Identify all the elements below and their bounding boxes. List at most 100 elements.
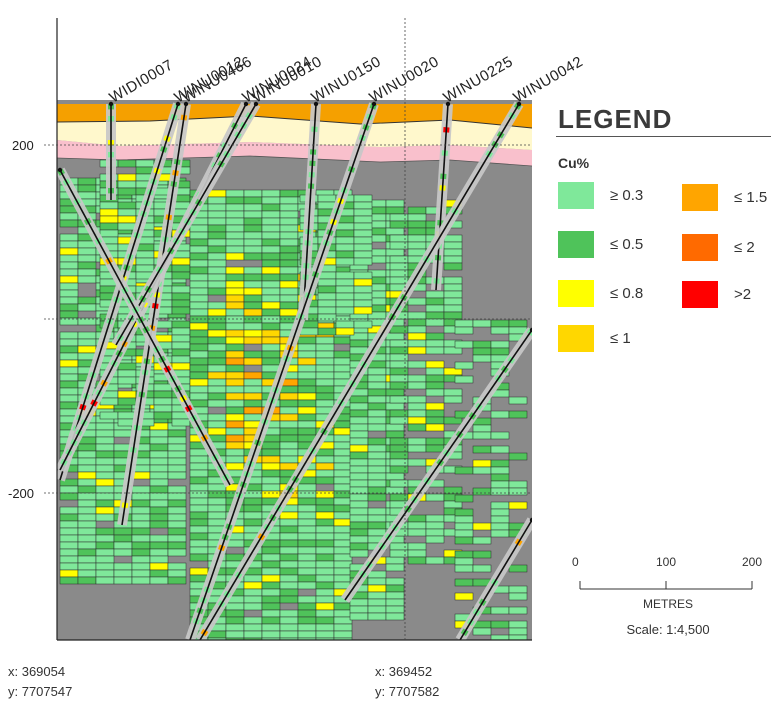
block-cell: [261, 329, 281, 338]
block-cell: [353, 292, 373, 301]
block-cell: [59, 331, 79, 340]
block-cell: [407, 332, 427, 341]
legend-item: ≤ 1.5: [682, 184, 767, 211]
block-cell: [207, 371, 227, 380]
block-cell: [189, 455, 209, 464]
block-cell: [207, 483, 227, 492]
block-cell: [77, 541, 97, 550]
block-cell: [95, 527, 115, 536]
block-cell: [425, 290, 445, 299]
block-cell: [77, 555, 97, 564]
block-cell: [315, 539, 335, 548]
block-cell: [297, 336, 317, 345]
block-cell: [279, 546, 299, 555]
block-cell: [261, 266, 281, 275]
block-cell: [95, 499, 115, 508]
block-cell: [113, 541, 133, 550]
block-cell: [77, 457, 97, 466]
block-cell: [225, 609, 245, 618]
block-cell: [385, 584, 405, 593]
block-cell: [472, 424, 492, 433]
block-cell: [315, 609, 335, 618]
block-cell: [207, 637, 227, 640]
block-cell: [189, 322, 209, 331]
block-cell: [77, 471, 97, 480]
block-cell: [207, 280, 227, 289]
block-cell: [225, 378, 245, 387]
block-cell: [333, 364, 353, 373]
block-cell: [385, 591, 405, 600]
block-cell: [59, 289, 79, 298]
block-cell: [243, 490, 263, 499]
block-cell: [297, 623, 317, 632]
block-cell: [189, 273, 209, 282]
block-cell: [113, 569, 133, 578]
block-cell: [297, 420, 317, 429]
drillhole-trace: [106, 101, 116, 200]
block-cell: [425, 388, 445, 397]
block-cell: [443, 395, 463, 404]
legend-item: ≤ 0.8: [558, 280, 643, 307]
block-cell: [95, 569, 115, 578]
block-cell: [490, 445, 510, 454]
block-cell: [117, 215, 137, 224]
block-cell: [443, 241, 463, 250]
block-cell: [113, 527, 133, 536]
block-cell: [59, 310, 79, 319]
block-cell: [149, 464, 169, 473]
block-cell: [243, 371, 263, 380]
block-cell: [407, 416, 427, 425]
block-cell: [225, 273, 245, 282]
block-cell: [315, 623, 335, 632]
block-cell: [135, 257, 155, 266]
block-cell: [207, 490, 227, 499]
block-cell: [117, 362, 137, 371]
block-cell: [225, 238, 245, 247]
block-cell: [317, 313, 337, 322]
block-cell: [59, 268, 79, 277]
block-cell: [153, 397, 173, 406]
block-cell: [77, 485, 97, 494]
block-cell: [367, 409, 387, 418]
block-cell: [425, 556, 445, 565]
block-cell: [243, 497, 263, 506]
block-cell: [297, 427, 317, 436]
block-cell: [279, 266, 299, 275]
block-cell: [279, 567, 299, 576]
block-cell: [443, 388, 463, 397]
block-cell: [297, 560, 317, 569]
block-cell: [315, 511, 335, 520]
block-cell: [297, 504, 317, 513]
block-cell: [454, 375, 474, 384]
block-cell: [243, 308, 263, 317]
block-cell: [333, 455, 353, 464]
block-cell: [279, 427, 299, 436]
legend-item: ≤ 1: [558, 325, 631, 352]
block-cell: [243, 224, 263, 233]
block-cell: [77, 548, 97, 557]
block-cell: [225, 448, 245, 457]
block-cell: [279, 462, 299, 471]
block-cell: [353, 320, 373, 329]
block-cell: [207, 203, 227, 212]
block-cell: [207, 329, 227, 338]
block-cell: [167, 527, 187, 536]
block-cell: [59, 541, 79, 550]
block-cell: [167, 534, 187, 543]
block-cell: [454, 557, 474, 566]
block-cell: [490, 466, 510, 475]
block-cell: [367, 458, 387, 467]
block-cell: [317, 292, 337, 301]
block-cell: [131, 555, 151, 564]
block-cell: [243, 630, 263, 639]
block-cell: [261, 294, 281, 303]
block-cell: [171, 257, 191, 266]
block-cell: [279, 532, 299, 541]
block-cell: [77, 338, 97, 347]
block-cell: [279, 574, 299, 583]
scale-ratio: Scale: 1:4,500: [626, 622, 710, 637]
block-cell: [243, 581, 263, 590]
block-cell: [335, 327, 355, 336]
block-cell: [77, 450, 97, 459]
block-cell: [472, 522, 492, 531]
